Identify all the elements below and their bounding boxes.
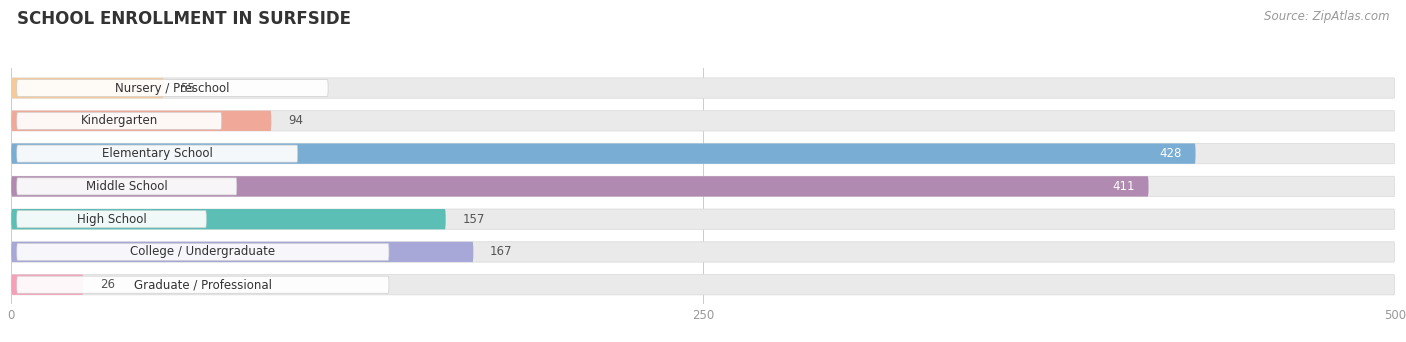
Text: College / Undergraduate: College / Undergraduate xyxy=(131,246,276,259)
FancyBboxPatch shape xyxy=(11,242,1395,262)
FancyBboxPatch shape xyxy=(17,276,389,293)
Text: 428: 428 xyxy=(1160,147,1181,160)
Text: 167: 167 xyxy=(489,246,512,259)
FancyBboxPatch shape xyxy=(17,244,389,261)
Text: Kindergarten: Kindergarten xyxy=(80,114,157,127)
FancyBboxPatch shape xyxy=(17,145,298,162)
FancyBboxPatch shape xyxy=(11,275,83,295)
Text: Nursery / Preschool: Nursery / Preschool xyxy=(115,81,229,95)
Text: 94: 94 xyxy=(288,114,302,127)
Text: SCHOOL ENROLLMENT IN SURFSIDE: SCHOOL ENROLLMENT IN SURFSIDE xyxy=(17,10,352,28)
Text: Middle School: Middle School xyxy=(86,180,167,193)
FancyBboxPatch shape xyxy=(11,143,1195,164)
FancyBboxPatch shape xyxy=(11,275,1395,295)
FancyBboxPatch shape xyxy=(11,111,271,131)
FancyBboxPatch shape xyxy=(11,209,1395,229)
Text: Elementary School: Elementary School xyxy=(101,147,212,160)
FancyBboxPatch shape xyxy=(11,78,163,98)
Text: Source: ZipAtlas.com: Source: ZipAtlas.com xyxy=(1264,10,1389,23)
Text: Graduate / Professional: Graduate / Professional xyxy=(134,278,271,291)
FancyBboxPatch shape xyxy=(11,176,1149,197)
FancyBboxPatch shape xyxy=(11,111,1395,131)
FancyBboxPatch shape xyxy=(11,209,446,229)
FancyBboxPatch shape xyxy=(17,80,328,96)
Text: 55: 55 xyxy=(180,81,195,95)
FancyBboxPatch shape xyxy=(11,242,474,262)
FancyBboxPatch shape xyxy=(17,112,222,129)
Text: 26: 26 xyxy=(100,278,115,291)
FancyBboxPatch shape xyxy=(17,211,207,228)
FancyBboxPatch shape xyxy=(11,176,1395,197)
FancyBboxPatch shape xyxy=(11,78,1395,98)
Text: 411: 411 xyxy=(1112,180,1135,193)
Text: 157: 157 xyxy=(463,213,485,226)
Text: High School: High School xyxy=(77,213,146,226)
FancyBboxPatch shape xyxy=(11,143,1395,164)
FancyBboxPatch shape xyxy=(17,178,236,195)
